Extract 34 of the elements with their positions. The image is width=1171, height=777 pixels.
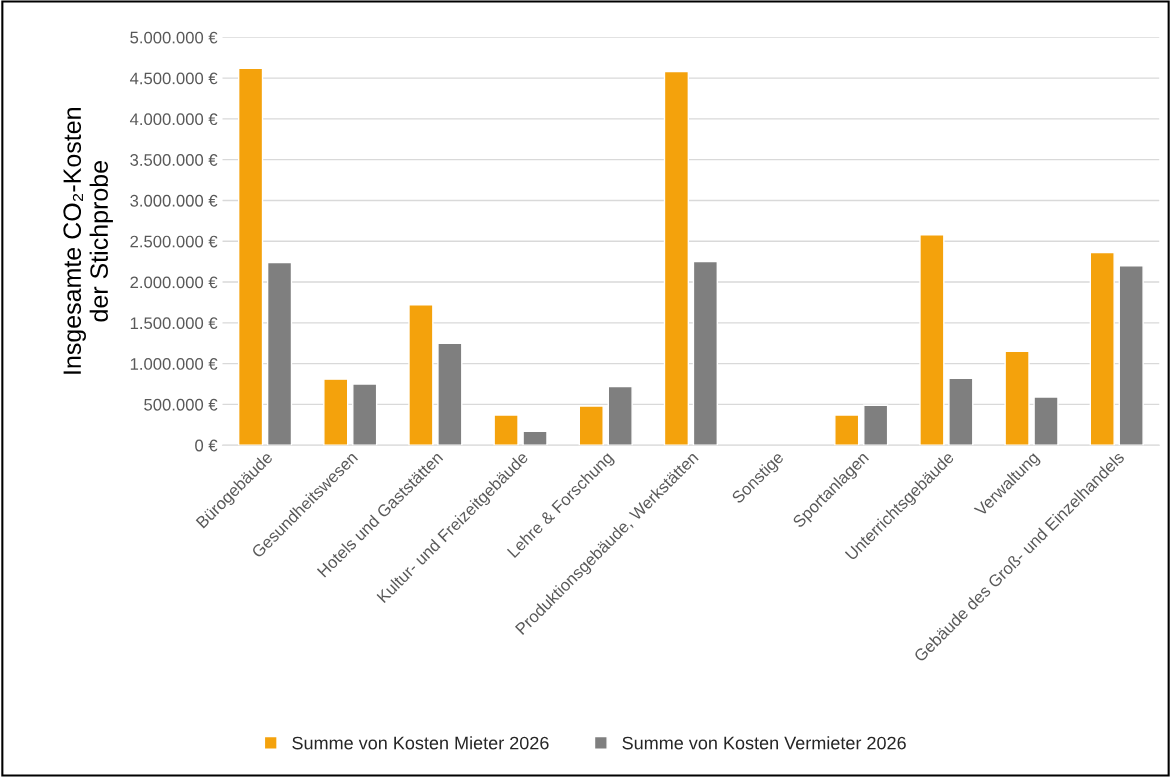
y-tick-label: 3.000.000 € [130, 194, 218, 207]
bar [493, 414, 519, 446]
bar [607, 385, 633, 446]
legend-label: Summe von Kosten Mieter 2026 [292, 736, 549, 750]
bar [408, 304, 434, 446]
bar [323, 378, 349, 446]
bar [834, 414, 860, 446]
y-tick-label: 1.000.000 € [130, 358, 218, 370]
y-tick-label: 3.500.000 € [130, 154, 218, 166]
y-tick-label: 0 € [195, 439, 218, 452]
bar [352, 383, 378, 446]
bar [1118, 265, 1144, 446]
bar [663, 70, 690, 446]
bar [1033, 396, 1059, 446]
y-tick-label: 500.000 € [144, 398, 218, 411]
bar [266, 261, 293, 446]
bar [522, 430, 548, 446]
y-axis-title: Insgesamte CO₂-Kosten der Stichprobe [63, 108, 113, 374]
bar [692, 260, 718, 446]
bar [1089, 251, 1115, 446]
y-tick-label: 2.000.000 € [130, 276, 218, 289]
bar [919, 234, 945, 446]
y-tick-label: 4.500.000 € [129, 72, 218, 85]
bar [948, 377, 974, 446]
y-tick-label: 4.000.000 € [129, 113, 218, 126]
y-tick-label: 1.500.000 € [130, 317, 218, 330]
bar [437, 342, 463, 446]
bar [863, 404, 889, 446]
bar [578, 405, 604, 446]
bar [237, 67, 264, 446]
y-tick-label: 2.500.000 € [130, 235, 218, 248]
bar [1004, 350, 1030, 446]
y-tick-label: 5.000.000 € [130, 31, 218, 44]
legend-label: Summe von Kosten Vermieter 2026 [622, 736, 906, 750]
